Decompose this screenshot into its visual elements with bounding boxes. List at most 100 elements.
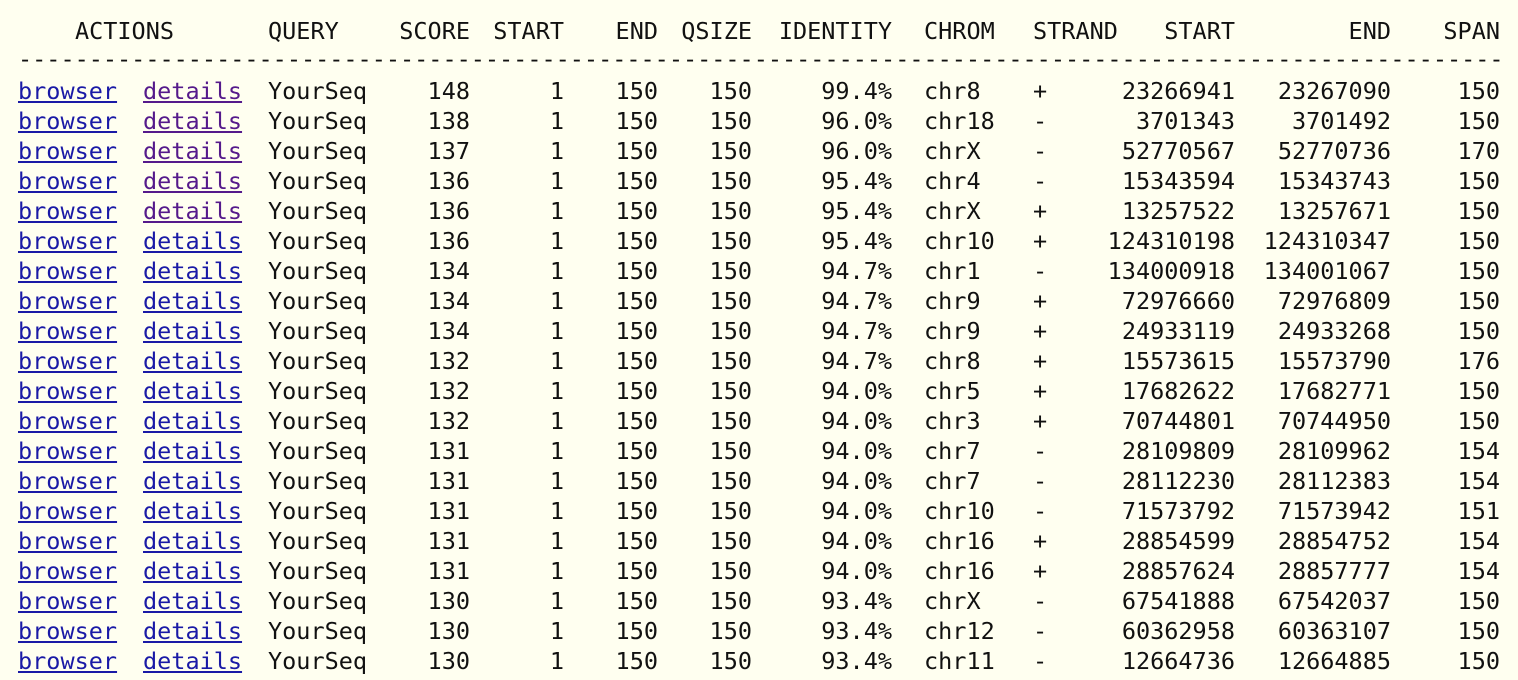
target-start-cell: 12664736	[1121, 647, 1235, 675]
details-link[interactable]: details	[143, 257, 243, 285]
target-start-cell: 70744801	[1121, 407, 1235, 435]
span-cell: 150	[1457, 587, 1500, 615]
query-cell: YourSeq	[268, 197, 368, 225]
details-link[interactable]: details	[143, 497, 243, 525]
score-cell: 132	[427, 347, 470, 375]
browser-link[interactable]: browser	[18, 527, 118, 555]
span-cell: 154	[1457, 557, 1500, 585]
qsize-cell: 150	[709, 377, 752, 405]
strand-cell: +	[1033, 77, 1048, 105]
details-link[interactable]: details	[143, 587, 243, 615]
browser-link[interactable]: browser	[18, 557, 118, 585]
target-start-cell: 52770567	[1121, 137, 1235, 165]
browser-link[interactable]: browser	[18, 167, 118, 195]
strand-cell: -	[1033, 137, 1048, 165]
details-link[interactable]: details	[143, 167, 243, 195]
browser-link[interactable]: browser	[18, 647, 118, 675]
browser-link[interactable]: browser	[18, 107, 118, 135]
span-cell: 150	[1457, 227, 1500, 255]
table-row: browser details YourSeq 131 1 150 150 94.0% chr7…	[0, 436, 1518, 466]
details-link[interactable]: details	[143, 377, 243, 405]
details-link[interactable]: details	[143, 287, 243, 315]
score-cell: 134	[427, 257, 470, 285]
qsize-cell: 150	[709, 527, 752, 555]
browser-link[interactable]: browser	[18, 227, 118, 255]
details-link[interactable]: details	[143, 137, 243, 165]
browser-link[interactable]: browser	[18, 437, 118, 465]
span-cell: 150	[1457, 77, 1500, 105]
query-cell: YourSeq	[268, 647, 368, 675]
details-link[interactable]: details	[143, 407, 243, 435]
query-cell: YourSeq	[268, 107, 368, 135]
strand-cell: +	[1033, 287, 1048, 315]
table-row: browser details YourSeq 132 1 150 150 94.0% chr5…	[0, 376, 1518, 406]
browser-link[interactable]: browser	[18, 617, 118, 645]
browser-link[interactable]: browser	[18, 377, 118, 405]
table-row: browser details YourSeq 136 1 150 150 95.4% chr1…	[0, 226, 1518, 256]
details-link[interactable]: details	[143, 317, 243, 345]
target-start-cell: 15343594	[1121, 167, 1235, 195]
span-cell: 150	[1457, 377, 1500, 405]
details-link[interactable]: details	[143, 557, 243, 585]
browser-link[interactable]: browser	[18, 77, 118, 105]
identity-cell: 94.7%	[821, 317, 892, 345]
qsize-cell: 150	[709, 437, 752, 465]
browser-link[interactable]: browser	[18, 317, 118, 345]
span-cell: 150	[1457, 407, 1500, 435]
browser-link[interactable]: browser	[18, 257, 118, 285]
browser-link[interactable]: browser	[18, 347, 118, 375]
table-row: browser details YourSeq 130 1 150 150 93.4% chrX…	[0, 586, 1518, 616]
query-cell: YourSeq	[268, 167, 368, 195]
browser-link[interactable]: browser	[18, 587, 118, 615]
span-cell: 150	[1457, 197, 1500, 225]
chrom-cell: chr12	[924, 617, 995, 645]
qsize-cell: 150	[709, 467, 752, 495]
details-link[interactable]: details	[143, 527, 243, 555]
query-cell: YourSeq	[268, 437, 368, 465]
browser-link[interactable]: browser	[18, 197, 118, 225]
details-link[interactable]: details	[143, 437, 243, 465]
browser-link[interactable]: browser	[18, 467, 118, 495]
browser-link[interactable]: browser	[18, 137, 118, 165]
identity-cell: 94.0%	[821, 557, 892, 585]
browser-link[interactable]: browser	[18, 407, 118, 435]
chrom-cell: chr18	[924, 107, 995, 135]
col-header-target-end: END	[1348, 17, 1391, 45]
score-cell: 134	[427, 317, 470, 345]
chrom-cell: chr10	[924, 497, 995, 525]
details-link[interactable]: details	[143, 77, 243, 105]
table-row: browser details YourSeq 130 1 150 150 93.4% chr1…	[0, 646, 1518, 676]
target-start-cell: 124310198	[1107, 227, 1235, 255]
strand-cell: +	[1033, 317, 1048, 345]
details-link[interactable]: details	[143, 647, 243, 675]
query-end-cell: 150	[615, 497, 658, 525]
target-start-cell: 67541888	[1121, 587, 1235, 615]
query-start-cell: 1	[549, 77, 564, 105]
header-row: ACTIONS QUERY SCORE START END QSIZE IDEN…	[0, 16, 1518, 46]
browser-link[interactable]: browser	[18, 497, 118, 525]
target-end-cell: 17682771	[1277, 377, 1391, 405]
identity-cell: 93.4%	[821, 617, 892, 645]
details-link[interactable]: details	[143, 197, 243, 225]
browser-link[interactable]: browser	[18, 287, 118, 315]
query-start-cell: 1	[549, 647, 564, 675]
score-cell: 148	[427, 77, 470, 105]
target-end-cell: 28109962	[1277, 437, 1391, 465]
details-link[interactable]: details	[143, 347, 243, 375]
strand-cell: +	[1033, 557, 1048, 585]
details-link[interactable]: details	[143, 617, 243, 645]
span-cell: 150	[1457, 167, 1500, 195]
details-link[interactable]: details	[143, 107, 243, 135]
span-cell: 150	[1457, 317, 1500, 345]
col-header-span: SPAN	[1443, 17, 1500, 45]
table-row: browser details YourSeq 131 1 150 150 94.0% chr7…	[0, 466, 1518, 496]
identity-cell: 94.0%	[821, 437, 892, 465]
details-link[interactable]: details	[143, 227, 243, 255]
details-link[interactable]: details	[143, 467, 243, 495]
identity-cell: 96.0%	[821, 107, 892, 135]
chrom-cell: chrX	[924, 137, 981, 165]
strand-cell: -	[1033, 617, 1048, 645]
query-start-cell: 1	[549, 527, 564, 555]
query-cell: YourSeq	[268, 587, 368, 615]
chrom-cell: chr8	[924, 347, 981, 375]
